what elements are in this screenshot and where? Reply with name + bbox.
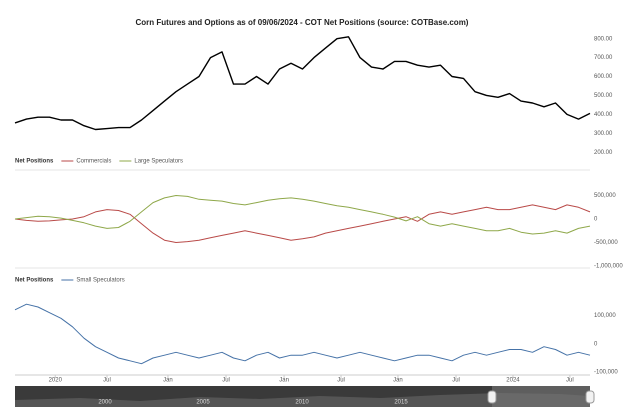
y-tick-label: 400.00: [594, 112, 613, 118]
y-tick-label: 0: [594, 341, 598, 347]
navigator-handle[interactable]: [585, 390, 595, 404]
legend-label: Commercials: [76, 159, 111, 165]
y-tick-label: 800.00: [594, 36, 613, 42]
x-tick-label: Jul: [337, 378, 345, 384]
legend-label: Large Speculators: [134, 159, 183, 165]
y-tick-label: 700.00: [594, 55, 613, 61]
x-tick-label: Jul: [566, 378, 574, 384]
y-tick-label: -1,000,000: [594, 264, 623, 270]
x-tick-label: 2024: [506, 378, 520, 384]
navigator-label: 2000: [98, 400, 112, 406]
x-tick-label: Jan: [393, 378, 403, 384]
x-tick-label: Jan: [279, 378, 289, 384]
y-tick-label: 600.00: [594, 74, 613, 80]
y-tick-label: -100,000: [594, 370, 618, 376]
x-tick-label: Jan: [163, 378, 173, 384]
x-tick-label: 2020: [49, 378, 63, 384]
y-tick-label: 200.00: [594, 150, 613, 156]
legend-title: Net Positions: [15, 159, 54, 165]
navigator-label: 2005: [196, 400, 210, 406]
y-tick-label: 100,000: [594, 313, 616, 319]
series-line: [14, 204, 591, 243]
y-tick-label: -500,000: [594, 240, 618, 246]
chart-title: Corn Futures and Options as of 09/06/202…: [136, 18, 469, 27]
y-tick-label: 500.00: [594, 93, 613, 99]
navigator-label: 2010: [295, 400, 309, 406]
series-line: [14, 36, 591, 131]
legend-label: Small Speculators: [76, 278, 124, 284]
x-tick-label: Jul: [452, 378, 460, 384]
navigator-label: 2015: [394, 400, 408, 406]
x-tick-label: Jul: [222, 378, 230, 384]
series-line: [14, 195, 591, 235]
y-tick-label: 500,000: [594, 193, 616, 199]
y-tick-label: 0: [594, 217, 598, 223]
navigator-handle[interactable]: [487, 390, 497, 404]
series-line: [14, 303, 591, 365]
legend-title: Net Positions: [15, 278, 54, 284]
navigator-area: [15, 393, 590, 407]
navigator-selection[interactable]: [492, 386, 590, 407]
x-tick-label: Jul: [103, 378, 111, 384]
y-tick-label: 300.00: [594, 131, 613, 137]
